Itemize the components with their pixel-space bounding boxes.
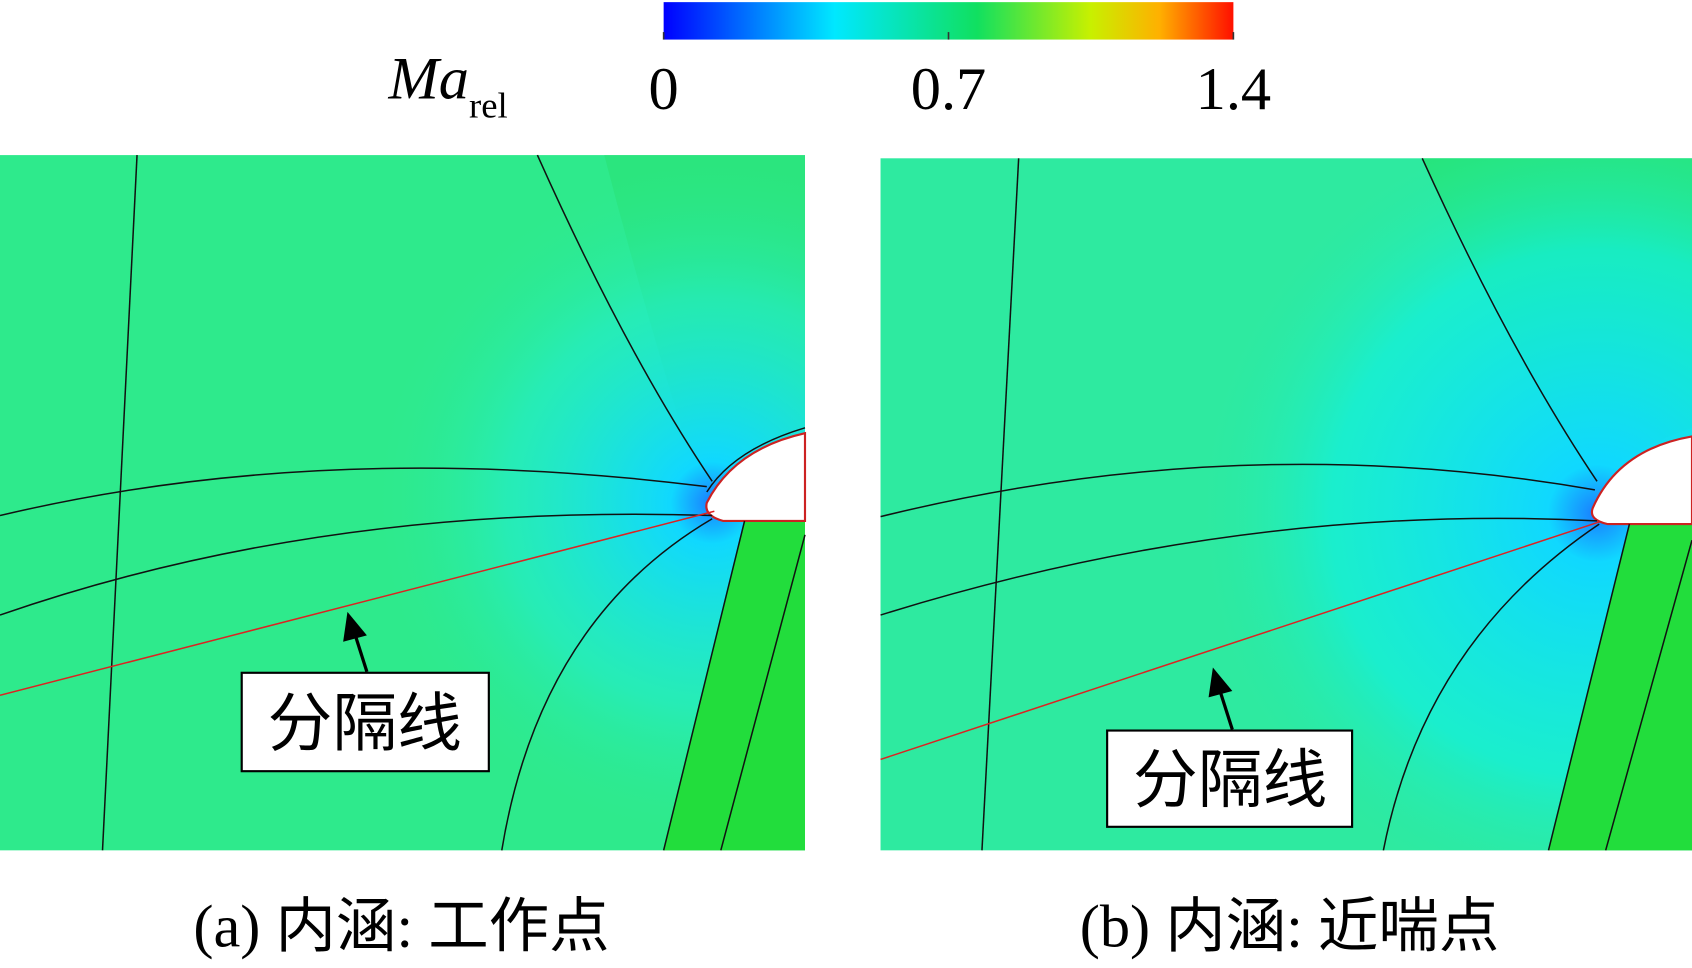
separation-line	[0, 510, 715, 696]
annotation: 分隔线	[268, 689, 462, 760]
contour-band	[663, 520, 805, 851]
colorbar-tick-label: 0	[649, 56, 679, 123]
colorbar-label: Marel	[387, 46, 507, 126]
contour-line	[880, 463, 1596, 518]
caption: (a) 内涵: 工作点	[193, 894, 609, 961]
colorbar-tick-label: 1.4	[1196, 56, 1272, 123]
contour-line	[101, 155, 138, 851]
panel-b: 分隔线 (b) 内涵: 近喘点	[880, 157, 1692, 961]
contour-line	[1382, 523, 1600, 851]
arrow-head	[343, 611, 367, 642]
contour-line	[501, 518, 713, 851]
contour-band	[1548, 524, 1692, 851]
blade	[705, 431, 807, 522]
contour-line	[706, 427, 806, 493]
annotation-box	[1106, 729, 1354, 828]
colorbar-tick-label: 0.7	[911, 56, 987, 123]
contour-line	[0, 467, 707, 517]
contour-line	[1421, 157, 1598, 482]
separation-line	[880, 521, 1600, 761]
arrow-head	[1208, 667, 1233, 698]
contour-line	[1547, 523, 1692, 851]
arrow	[1217, 688, 1234, 730]
annotation-box	[240, 671, 490, 773]
contour-line	[981, 158, 1020, 851]
colorbar: Marel 0 0.7 1.4	[387, 2, 1272, 126]
contour-line	[536, 154, 713, 482]
annotation: 分隔线	[1133, 745, 1327, 816]
contour-line	[880, 517, 1598, 616]
contour-line	[662, 520, 806, 851]
caption: (b) 内涵: 近喘点	[1080, 894, 1500, 961]
contour-line	[0, 513, 713, 616]
panel-a: 分隔线 (a) 内涵: 工作点	[0, 154, 807, 961]
